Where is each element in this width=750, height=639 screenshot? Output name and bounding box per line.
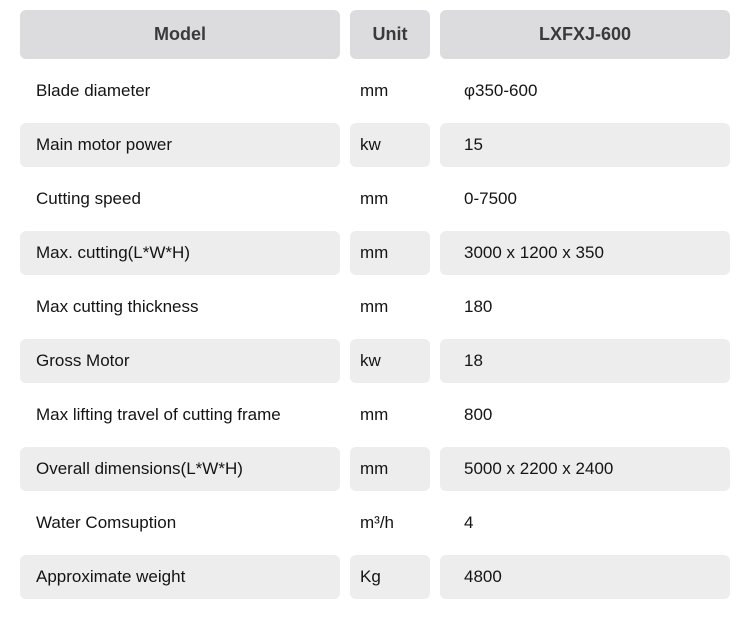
cell-value: 4 — [440, 501, 730, 545]
table-row: Max cutting thickness mm 180 — [20, 285, 730, 329]
cell-unit: Kg — [350, 555, 430, 599]
table-row: Max lifting travel of cutting frame mm 8… — [20, 393, 730, 437]
cell-unit: mm — [350, 177, 430, 221]
cell-unit: kw — [350, 123, 430, 167]
cell-model: Blade diameter — [20, 69, 340, 113]
table-row: Max. cutting(L*W*H) mm 3000 x 1200 x 350 — [20, 231, 730, 275]
cell-value: φ350-600 — [440, 69, 730, 113]
cell-value: 4800 — [440, 555, 730, 599]
cell-model: Approximate weight — [20, 555, 340, 599]
cell-model: Main motor power — [20, 123, 340, 167]
table-header-row: Model Unit LXFXJ-600 — [20, 10, 730, 59]
header-value: LXFXJ-600 — [440, 10, 730, 59]
table-row: Main motor power kw 15 — [20, 123, 730, 167]
cell-unit: m³/h — [350, 501, 430, 545]
cell-model: Water Comsuption — [20, 501, 340, 545]
spec-table: Model Unit LXFXJ-600 Blade diameter mm φ… — [20, 10, 730, 599]
cell-unit: kw — [350, 339, 430, 383]
cell-value: 15 — [440, 123, 730, 167]
cell-unit: mm — [350, 393, 430, 437]
cell-unit: mm — [350, 231, 430, 275]
table-row: Cutting speed mm 0-7500 — [20, 177, 730, 221]
cell-value: 180 — [440, 285, 730, 329]
cell-value: 3000 x 1200 x 350 — [440, 231, 730, 275]
table-row: Water Comsuption m³/h 4 — [20, 501, 730, 545]
table-row: Blade diameter mm φ350-600 — [20, 69, 730, 113]
table-row: Gross Motor kw 18 — [20, 339, 730, 383]
cell-model: Max cutting thickness — [20, 285, 340, 329]
cell-value: 800 — [440, 393, 730, 437]
cell-unit: mm — [350, 285, 430, 329]
table-row: Overall dimensions(L*W*H) mm 5000 x 2200… — [20, 447, 730, 491]
cell-model: Max. cutting(L*W*H) — [20, 231, 340, 275]
cell-value: 18 — [440, 339, 730, 383]
cell-model: Cutting speed — [20, 177, 340, 221]
header-unit: Unit — [350, 10, 430, 59]
cell-value: 0-7500 — [440, 177, 730, 221]
cell-value: 5000 x 2200 x 2400 — [440, 447, 730, 491]
table-row: Approximate weight Kg 4800 — [20, 555, 730, 599]
header-model: Model — [20, 10, 340, 59]
cell-unit: mm — [350, 69, 430, 113]
cell-model: Max lifting travel of cutting frame — [20, 393, 340, 437]
cell-model: Gross Motor — [20, 339, 340, 383]
cell-model: Overall dimensions(L*W*H) — [20, 447, 340, 491]
cell-unit: mm — [350, 447, 430, 491]
